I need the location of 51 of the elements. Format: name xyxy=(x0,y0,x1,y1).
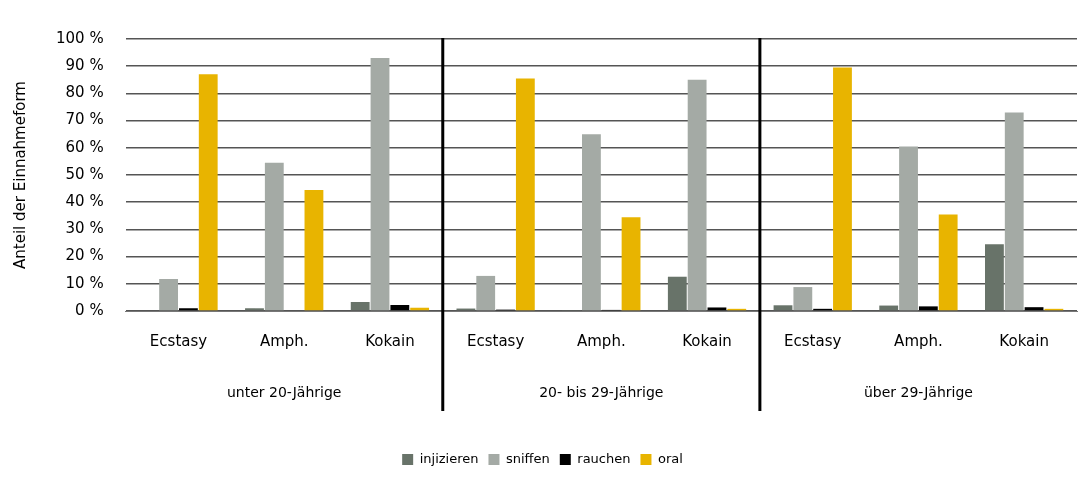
text: über 29-Jährige xyxy=(863,383,973,400)
x-tick-label: Ecstasy xyxy=(149,331,208,350)
bar xyxy=(793,287,813,311)
bar xyxy=(198,74,218,311)
y-tick-label: 100 % xyxy=(56,28,104,47)
bar xyxy=(687,79,707,311)
text: unter 20-Jährige xyxy=(226,383,342,400)
legend-label: sniffen xyxy=(505,450,550,466)
legend-label: rauchen xyxy=(577,450,631,466)
bar xyxy=(159,278,179,311)
bar xyxy=(476,275,496,311)
y-tick-label: 50 % xyxy=(65,164,104,183)
bar xyxy=(773,305,793,311)
y-axis-title: Anteil der Einnahmeform xyxy=(10,81,29,269)
bar xyxy=(350,302,370,311)
y-tick-label: 70 % xyxy=(65,110,104,129)
bar xyxy=(582,134,601,311)
bar xyxy=(515,78,535,311)
bar xyxy=(833,67,852,311)
x-tick-label: Amph. xyxy=(259,331,309,350)
bar xyxy=(370,58,390,311)
y-tick-label: 80 % xyxy=(65,83,104,102)
x-tick-label: Ecstasy xyxy=(466,331,525,350)
bar xyxy=(1004,112,1024,311)
text: 20- bis 29-Jährige xyxy=(539,383,664,400)
bar xyxy=(264,162,284,311)
bar xyxy=(899,146,918,311)
bar xyxy=(707,307,727,311)
bar xyxy=(918,306,938,311)
bar xyxy=(985,244,1004,311)
legend-label: injizieren xyxy=(419,450,479,466)
y-tick-label: 20 % xyxy=(65,246,104,265)
bar xyxy=(304,189,324,311)
x-tick-label: Kokain xyxy=(999,331,1049,350)
y-tick-label: 60 % xyxy=(65,137,104,156)
bar xyxy=(938,214,958,311)
bar xyxy=(667,276,687,311)
y-tick-label: 0 % xyxy=(75,300,104,319)
y-tick-label: 10 % xyxy=(65,273,104,292)
bar xyxy=(621,217,641,311)
x-tick-label: Kokain xyxy=(365,331,415,350)
x-tick-label: Amph. xyxy=(894,331,943,350)
y-tick-label: 90 % xyxy=(65,56,104,75)
y-tick-label: 40 % xyxy=(65,192,104,211)
x-tick-label: Kokain xyxy=(682,331,732,350)
bar xyxy=(1024,307,1044,311)
legend-label: oral xyxy=(657,450,683,466)
x-tick-label: Ecstasy xyxy=(784,331,842,350)
x-tick-label: Amph. xyxy=(576,331,626,350)
bar xyxy=(390,305,410,311)
y-tick-label: 30 % xyxy=(65,219,104,238)
